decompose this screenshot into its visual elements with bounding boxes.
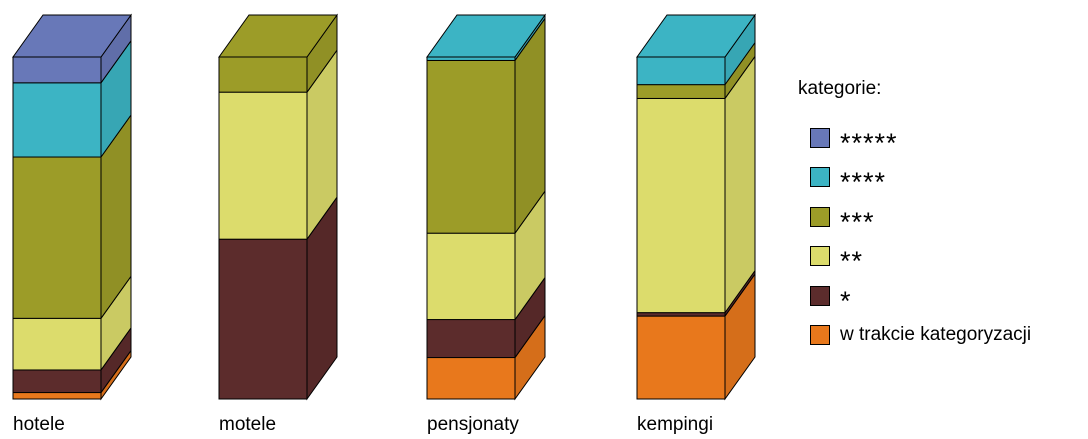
category-label-kempingi: kempingi bbox=[637, 414, 713, 435]
bar-top-motele bbox=[218, 14, 338, 58]
bar-front-kempingi-3 bbox=[636, 84, 726, 99]
bar-front-hotele-0 bbox=[12, 392, 102, 400]
category-label-pensjonaty: pensjonaty bbox=[427, 414, 519, 435]
bar-front-motele-2 bbox=[218, 91, 308, 240]
bar-side-kempingi-2 bbox=[724, 54, 756, 315]
legend-swatch bbox=[810, 325, 830, 346]
bar-front-hotele-4 bbox=[12, 82, 102, 158]
bar-top-hotele bbox=[12, 14, 132, 58]
bar-front-hotele-5 bbox=[12, 56, 102, 84]
legend-item: w trakcie kategoryzacji bbox=[798, 316, 1031, 356]
legend-items: ***** **** *** ** * w trakcie kategoryzacji bbox=[798, 118, 1031, 355]
bar-front-pensjonaty-0 bbox=[426, 357, 516, 400]
bar-front-hotele-1 bbox=[12, 369, 102, 394]
legend-label: ***** bbox=[840, 127, 898, 158]
bar-front-motele-3 bbox=[218, 56, 308, 93]
legend-swatch bbox=[810, 285, 830, 306]
bar-top-pensjonaty bbox=[426, 14, 546, 58]
legend-swatch bbox=[810, 206, 830, 227]
bar-front-pensjonaty-2 bbox=[426, 232, 516, 321]
legend-label: ** bbox=[840, 246, 864, 277]
legend-swatch bbox=[810, 167, 830, 188]
legend-label: w trakcie kategoryzacji bbox=[840, 324, 1032, 346]
bar-front-pensjonaty-1 bbox=[426, 319, 516, 359]
bar-front-motele-1 bbox=[218, 238, 308, 400]
legend-swatch bbox=[810, 127, 830, 148]
bar-front-hotele-3 bbox=[12, 156, 102, 319]
bar-front-pensjonaty-3 bbox=[426, 59, 516, 234]
bar-front-pensjonaty-4 bbox=[426, 56, 516, 61]
legend-item: ***** bbox=[798, 118, 1031, 158]
bar-front-kempingi-1 bbox=[636, 312, 726, 317]
legend-label: *** bbox=[840, 206, 875, 237]
legend-item: * bbox=[798, 276, 1031, 316]
category-label-hotele: hotele bbox=[13, 414, 65, 435]
bar-front-hotele-2 bbox=[12, 317, 102, 371]
legend: kategorie: ***** **** *** ** * w trakcie kate… bbox=[798, 78, 1031, 355]
bar-front-kempingi-2 bbox=[636, 97, 726, 314]
bar-front-kempingi-4 bbox=[636, 56, 726, 86]
legend-label: * bbox=[840, 285, 852, 316]
bar-front-kempingi-0 bbox=[636, 315, 726, 400]
legend-item: ** bbox=[798, 237, 1031, 277]
legend-label: **** bbox=[840, 167, 887, 198]
legend-title: kategorie: bbox=[798, 78, 882, 99]
legend-item: **** bbox=[798, 158, 1031, 198]
legend-item: *** bbox=[798, 197, 1031, 237]
bar-top-kempingi bbox=[636, 14, 756, 58]
category-label-motele: motele bbox=[219, 414, 276, 435]
legend-swatch bbox=[810, 246, 830, 267]
